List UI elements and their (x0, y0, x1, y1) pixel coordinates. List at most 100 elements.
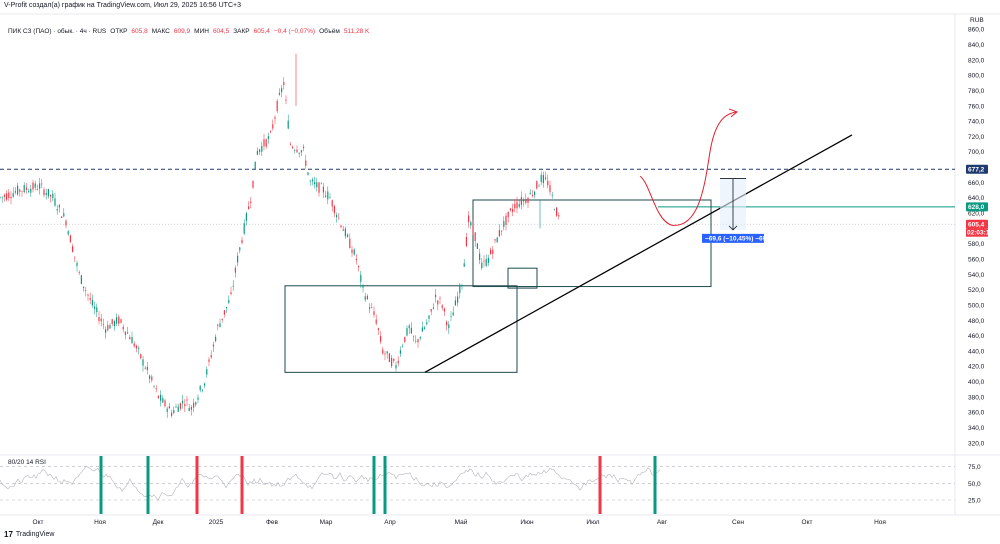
candle-body (149, 375, 151, 379)
candle-body (276, 100, 278, 112)
candle-body (556, 207, 558, 216)
y-tick-label: 800,0 (968, 73, 985, 80)
volume-value: 511,28 K (343, 28, 370, 35)
x-tick-label: Июл (586, 519, 599, 526)
candle-body (173, 410, 175, 414)
low-value: 604,5 (212, 28, 230, 35)
candle-body (523, 199, 525, 202)
candle-body (454, 300, 456, 306)
high-value: 609,9 (173, 28, 191, 35)
close-label: ЗАКР (233, 28, 250, 35)
breakout-box (507, 267, 538, 289)
candle-body (463, 263, 465, 267)
candle-body (470, 222, 472, 226)
candle-body (331, 200, 333, 207)
candle-body (83, 286, 85, 288)
candle-body (355, 258, 357, 260)
candle-body (490, 249, 492, 255)
candle-body (270, 131, 272, 133)
candle-body (531, 195, 533, 197)
candle-body (369, 307, 371, 309)
candle-body (127, 332, 129, 334)
candle-body (36, 189, 38, 190)
symbol-title[interactable]: ПИК СЗ (ПАО) · обык. · 4ч · RUS (8, 28, 107, 35)
candle-body (287, 120, 289, 129)
measure-label: −69,6 (−10,45%) −696 (705, 235, 770, 242)
candle-body (54, 198, 56, 206)
candle-body (417, 339, 419, 343)
rsi-caption[interactable]: 80/20 14 RSI (8, 459, 46, 466)
candle-body (432, 307, 434, 309)
candle-body (248, 206, 250, 210)
candle-body (483, 260, 485, 262)
candle-body (19, 189, 21, 192)
low-label: МИН (194, 28, 209, 35)
last-price-tag-bg (966, 219, 988, 229)
rsi-signal-bar (240, 456, 244, 514)
symbol-legend: ПИК СЗ (ПАО) · обык. · 4ч · RUS ОТКР 605,… (8, 28, 369, 35)
candle-body (448, 324, 450, 329)
candle-body (8, 192, 10, 198)
candle-body (529, 192, 531, 195)
candle-body (1, 196, 3, 198)
candle-body (424, 327, 426, 329)
high-label: МАКС (151, 28, 170, 35)
candle-body (274, 117, 276, 119)
candle-body (135, 345, 137, 349)
y-tick-label: 620,0 (968, 211, 985, 218)
candle-body (402, 345, 404, 347)
candle-body (395, 364, 397, 369)
candle-body (426, 322, 428, 325)
candle-body (305, 160, 307, 166)
candle-body (63, 213, 65, 217)
candle-body (428, 315, 430, 319)
y-tick-label: 480,0 (968, 318, 985, 325)
candle-body (89, 298, 91, 300)
candle-body (406, 328, 408, 336)
candle-body (243, 223, 245, 234)
candle-body (193, 402, 195, 408)
x-tick-label: Окт (802, 519, 813, 526)
open-value: 605,8 (131, 28, 148, 35)
candle-body (43, 189, 45, 196)
y-tick-label: 560,0 (968, 256, 985, 263)
candle-body (120, 319, 122, 323)
candle-body (10, 196, 12, 199)
candle-body (360, 274, 362, 282)
candle-body (0, 197, 1, 198)
candle-body (204, 383, 206, 386)
candle-body (358, 266, 360, 268)
candle-body (190, 406, 192, 410)
y-tick-label: 640,0 (968, 195, 985, 202)
candle-body (505, 215, 507, 225)
candle-body (479, 253, 481, 260)
candle-body (129, 337, 131, 340)
candle-body (195, 402, 197, 405)
publish-caption: V-Profit создал(а) график на TradingView… (4, 2, 241, 9)
candle-body (307, 172, 309, 175)
support-price-tag: 628,0 (968, 204, 985, 211)
candle-body (518, 204, 520, 207)
candle-body (314, 182, 316, 185)
rsi-signal-bar (99, 456, 103, 514)
candle-body (111, 319, 113, 324)
candle-body (184, 404, 186, 407)
y-tick-label: 520,0 (968, 287, 985, 294)
candle-body (457, 296, 459, 303)
tradingview-logo: 17 TradingView (4, 530, 55, 539)
candle-body (47, 188, 49, 197)
x-tick-label: Окт (33, 519, 44, 526)
candle-body (164, 400, 166, 407)
candle-body (342, 229, 344, 231)
candle-body (388, 353, 390, 363)
countdown-bg (966, 228, 988, 237)
candle-body (74, 256, 76, 258)
candle-body (210, 355, 212, 358)
candle-body (50, 194, 52, 197)
resistance-price-tag-bg (966, 164, 988, 174)
candle-body (223, 310, 225, 315)
candle-body (441, 305, 443, 308)
candle-body (340, 225, 342, 228)
